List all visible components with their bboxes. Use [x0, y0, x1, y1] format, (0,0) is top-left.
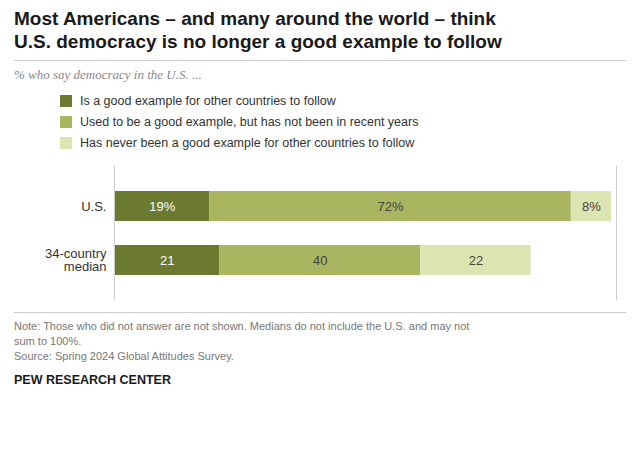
- svg-text:19%: 19%: [149, 198, 175, 213]
- svg-text:21: 21: [160, 252, 174, 267]
- svg-text:34-countrymedian: 34-countrymedian: [45, 246, 107, 274]
- svg-text:40: 40: [313, 252, 327, 267]
- html-text:Note: Those who did not answer: Note: Those who did not answer are not s…: [14, 319, 470, 363]
- html-text:% who say democracy in the U.S: % who say democracy in the U.S. ...: [14, 66, 202, 82]
- html-text:Has never been a good example: Has never been a good example for other …: [80, 136, 415, 151]
- html-text:Used to be a good example, but: Used to be a good example, but has not b…: [80, 115, 419, 130]
- html-text:PEW RESEARCH CENTER: PEW RESEARCH CENTER: [14, 372, 171, 387]
- svg-text:22: 22: [469, 252, 483, 267]
- svg-text:U.S.: U.S.: [81, 198, 106, 213]
- svg-text:72%: 72%: [378, 198, 404, 213]
- html-text:Is a good example for other co: Is a good example for other countries to…: [80, 94, 336, 109]
- svg-text:8%: 8%: [582, 198, 601, 213]
- html-text:Most Americans – and many arou: Most Americans – and many around the wor…: [14, 8, 502, 52]
